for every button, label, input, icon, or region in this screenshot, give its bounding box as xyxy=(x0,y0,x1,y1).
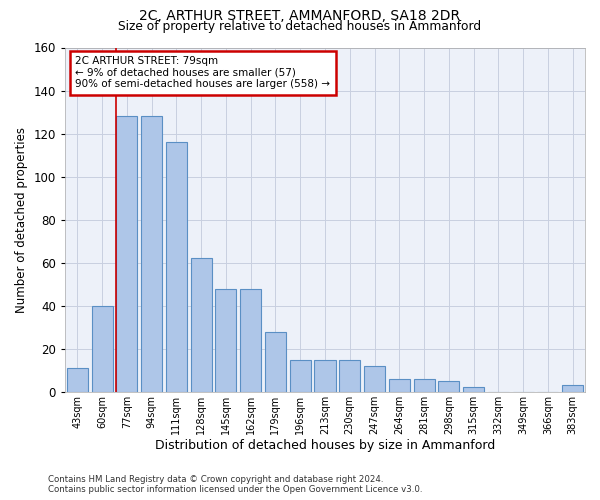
Bar xyxy=(389,379,410,392)
Bar xyxy=(141,116,162,392)
Bar xyxy=(364,366,385,392)
Text: 2C, ARTHUR STREET, AMMANFORD, SA18 2DR: 2C, ARTHUR STREET, AMMANFORD, SA18 2DR xyxy=(139,9,461,23)
Bar xyxy=(290,360,311,392)
Text: 2C ARTHUR STREET: 79sqm
← 9% of detached houses are smaller (57)
90% of semi-det: 2C ARTHUR STREET: 79sqm ← 9% of detached… xyxy=(76,56,331,90)
Bar xyxy=(67,368,88,392)
Text: Size of property relative to detached houses in Ammanford: Size of property relative to detached ho… xyxy=(118,20,482,33)
Bar xyxy=(265,332,286,392)
Bar xyxy=(116,116,137,392)
Bar xyxy=(562,386,583,392)
Bar xyxy=(438,381,460,392)
Bar xyxy=(191,258,212,392)
Bar xyxy=(166,142,187,392)
Bar xyxy=(413,379,434,392)
Bar xyxy=(314,360,335,392)
Bar xyxy=(463,388,484,392)
X-axis label: Distribution of detached houses by size in Ammanford: Distribution of detached houses by size … xyxy=(155,440,495,452)
Bar xyxy=(240,288,261,392)
Bar xyxy=(92,306,113,392)
Bar xyxy=(215,288,236,392)
Bar xyxy=(339,360,360,392)
Y-axis label: Number of detached properties: Number of detached properties xyxy=(15,126,28,312)
Text: Contains HM Land Registry data © Crown copyright and database right 2024.
Contai: Contains HM Land Registry data © Crown c… xyxy=(48,474,422,494)
